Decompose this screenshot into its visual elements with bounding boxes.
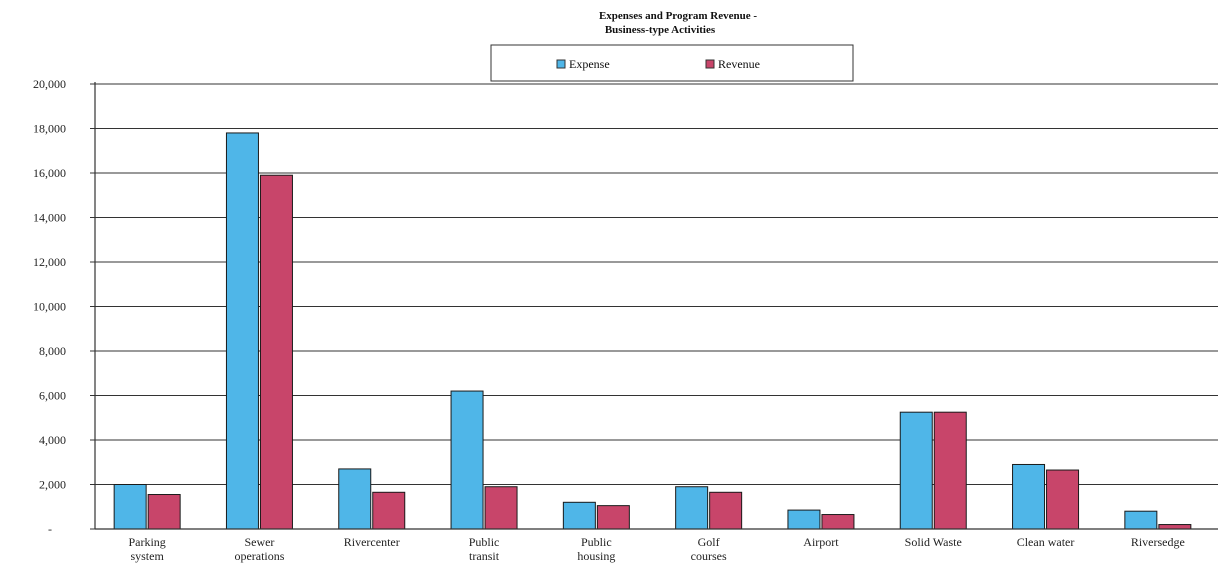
y-tick-label: 6,000 [39,389,66,403]
bar-expense-2 [338,468,372,530]
y-axis-ticks: - 2,000 4,000 6,000 8,000 10,000 12,000 14,000 1… [33,77,95,536]
bars [113,132,1192,530]
y-tick-label: 20,000 [33,77,66,91]
legend-label-expense: Expense [569,57,610,71]
bar-expense-3 [450,390,484,530]
y-tick-label: 14,000 [33,211,66,225]
x-category-label: Airport [803,535,839,549]
bar-revenue-7 [933,411,967,530]
bar-expense-6 [787,509,821,530]
bar-expense-7 [899,411,933,530]
y-tick-label: 18,000 [33,122,66,136]
x-category-label: Solid Waste [905,535,962,549]
x-category-label: Sewer [244,535,274,549]
bar-expense-4 [562,501,596,530]
bar-expense-1 [225,132,259,530]
bar-revenue-1 [259,174,293,530]
legend: Expense Revenue [490,44,854,82]
x-category-label: Public [469,535,500,549]
x-category-label: housing [577,549,615,563]
x-category-label: transit [469,549,500,563]
x-category-label: system [130,549,164,563]
bar-expense-9 [1124,510,1158,530]
y-tick-label: 10,000 [33,300,66,314]
y-tick-label: - [48,522,52,536]
x-category-label: Rivercenter [344,535,400,549]
bar-expense-8 [1012,463,1046,530]
bar-expense-0 [113,484,147,530]
bar-revenue-4 [596,505,630,530]
x-category-label: Golf [698,535,720,549]
legend-swatch-revenue [705,59,715,69]
bar-revenue-8 [1046,469,1080,530]
y-tick-label: 12,000 [33,255,66,269]
y-tick-label: 16,000 [33,166,66,180]
legend-box [490,44,854,82]
x-category-label: courses [691,549,727,563]
legend-swatch-expense [556,59,566,69]
x-category-label: operations [234,549,284,563]
x-category-label: Clean water [1017,535,1075,549]
y-tick-label: 4,000 [39,433,66,447]
bar-revenue-0 [147,494,181,530]
x-category-label: Public [581,535,612,549]
bar-revenue-9 [1158,524,1192,530]
chart-title: Expenses and Program Revenue - [599,10,757,22]
legend-label-revenue: Revenue [718,57,760,71]
chart-subtitle: Business-type Activities [605,24,716,36]
y-tick-label: 8,000 [39,344,66,358]
x-category-label: Riversedge [1131,535,1185,549]
bar-revenue-2 [372,491,406,530]
bar-revenue-5 [709,491,743,530]
bar-expense-5 [675,486,709,530]
x-category-label: Parking [128,535,165,549]
y-tick-label: 2,000 [39,478,66,492]
bar-revenue-3 [484,486,518,530]
bar-revenue-6 [821,514,855,530]
